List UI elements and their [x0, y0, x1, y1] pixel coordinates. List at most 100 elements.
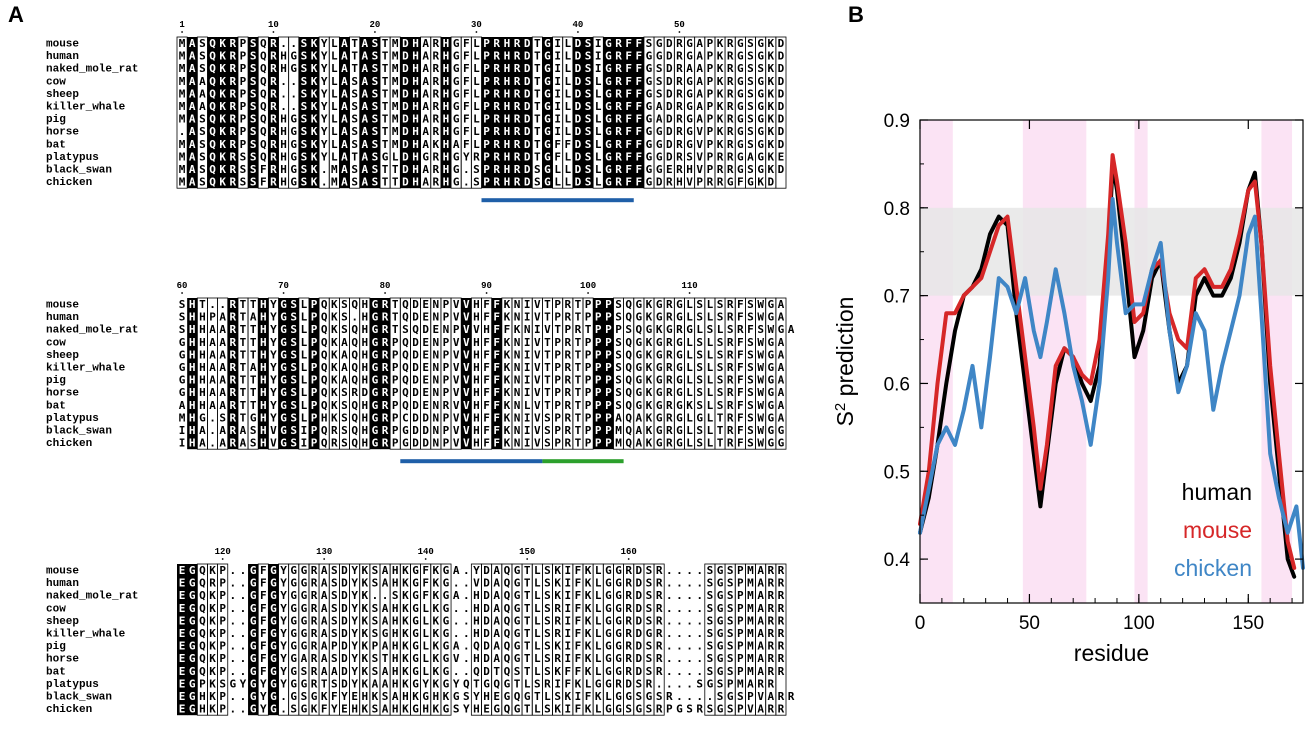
residue: S	[646, 665, 653, 678]
residue: P	[443, 298, 450, 311]
residue: R	[727, 125, 734, 138]
residue: F	[575, 564, 582, 577]
residue: R	[554, 627, 561, 640]
residue: P	[311, 336, 318, 349]
residue: P	[311, 437, 318, 450]
residue: R	[615, 163, 622, 176]
residue: L	[595, 150, 602, 163]
residue: H	[412, 150, 419, 163]
residue: P	[209, 311, 216, 324]
residue: S	[727, 703, 734, 716]
residue: A	[189, 50, 196, 63]
residue: P	[219, 703, 226, 716]
residue: R	[625, 652, 632, 665]
residue: P	[615, 323, 622, 336]
residue: S	[747, 399, 754, 412]
similar-column	[217, 563, 229, 716]
residue: P	[483, 138, 490, 151]
residue: D	[778, 113, 785, 126]
residue: D	[412, 336, 419, 349]
residue: D	[402, 87, 409, 100]
residue: G	[757, 113, 764, 126]
position-dot	[577, 31, 579, 33]
residue: S	[585, 138, 592, 151]
residue: T	[382, 113, 389, 126]
residue: S	[554, 690, 561, 703]
residue: R	[767, 602, 774, 615]
position-dot	[272, 31, 275, 33]
residue: H	[280, 163, 287, 176]
residue: Q	[199, 577, 206, 590]
residue: G	[280, 424, 287, 437]
residue: I	[524, 437, 531, 450]
residue: K	[433, 677, 440, 690]
residue: L	[686, 386, 693, 399]
residue: H	[189, 411, 196, 424]
residue: R	[564, 361, 571, 374]
residue: R	[433, 50, 440, 63]
residue: A	[321, 564, 328, 577]
residue: D	[636, 602, 643, 615]
residue: S	[514, 665, 521, 678]
residue: .	[230, 589, 237, 602]
residue: S	[747, 374, 754, 387]
residue: D	[575, 75, 582, 88]
residue: Q	[199, 652, 206, 665]
residue: F	[625, 37, 632, 50]
residue: P	[443, 424, 450, 437]
residue: K	[331, 399, 338, 412]
residue: F	[737, 424, 744, 437]
residue: L	[707, 374, 714, 387]
residue: F	[463, 125, 470, 138]
residue: S	[747, 437, 754, 450]
residue: S	[585, 163, 592, 176]
residue: D	[402, 37, 409, 50]
residue: R	[717, 176, 724, 189]
residue: H	[443, 37, 450, 50]
residue: D	[402, 50, 409, 63]
residue: A	[189, 87, 196, 100]
residue: G	[737, 100, 744, 113]
similar-column	[349, 36, 361, 189]
residue: S	[331, 564, 338, 577]
residue: F	[564, 665, 571, 678]
residue: R	[311, 640, 318, 653]
residue: G	[290, 614, 297, 627]
residue: V	[534, 336, 541, 349]
residue: H	[189, 323, 196, 336]
residue: .	[463, 665, 470, 678]
residue: P	[219, 690, 226, 703]
position-number: 70	[278, 281, 289, 291]
residue: R	[676, 323, 683, 336]
residue: M	[179, 100, 186, 113]
residue: A	[696, 75, 703, 88]
residue: L	[392, 150, 399, 163]
similar-column	[237, 36, 249, 189]
residue: D	[778, 100, 785, 113]
panel-a: A 1 10 20 30 40 50mousehumannaked_mole_ratcow…	[8, 2, 795, 716]
residue: R	[554, 652, 561, 665]
residue: T	[717, 424, 724, 437]
residue: S	[656, 87, 663, 100]
residue: G	[676, 437, 683, 450]
residue: H	[412, 50, 419, 63]
residue: R	[493, 37, 500, 50]
residue: R	[727, 87, 734, 100]
residue: A	[757, 640, 764, 653]
residue: R	[625, 640, 632, 653]
residue: S	[290, 411, 297, 424]
residue: G	[280, 336, 287, 349]
residue: K	[433, 640, 440, 653]
residue: R	[727, 50, 734, 63]
residue: T	[351, 50, 358, 63]
residue: R	[767, 627, 774, 640]
residue: .	[453, 614, 460, 627]
residue: D	[402, 100, 409, 113]
residue: G	[676, 311, 683, 324]
residue: S	[696, 374, 703, 387]
species-name: cow	[46, 76, 66, 88]
residue: L	[331, 37, 338, 50]
residue: S	[290, 348, 297, 361]
residue: R	[737, 323, 744, 336]
residue: R	[493, 138, 500, 151]
